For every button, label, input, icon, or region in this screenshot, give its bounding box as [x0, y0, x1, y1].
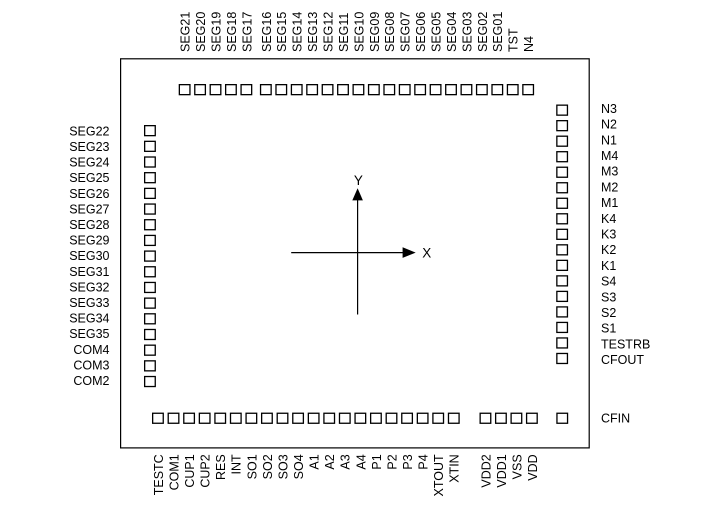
svg-text:SEG22: SEG22: [69, 124, 109, 138]
svg-text:SEG27: SEG27: [69, 202, 109, 216]
svg-text:SEG01: SEG01: [491, 12, 505, 52]
svg-text:P2: P2: [385, 454, 399, 469]
svg-text:S2: S2: [601, 306, 616, 320]
svg-text:XTOUT: XTOUT: [432, 454, 446, 496]
svg-text:A1: A1: [308, 454, 322, 469]
svg-text:SEG29: SEG29: [69, 234, 109, 248]
svg-text:RES: RES: [214, 454, 228, 480]
svg-text:SEG12: SEG12: [321, 12, 335, 52]
svg-text:M2: M2: [601, 180, 618, 194]
svg-text:X: X: [422, 246, 431, 261]
svg-text:K2: K2: [601, 243, 616, 257]
svg-text:SEG21: SEG21: [179, 12, 193, 52]
svg-text:TESTC: TESTC: [152, 454, 166, 495]
svg-text:SEG10: SEG10: [352, 12, 366, 52]
svg-text:SEG14: SEG14: [291, 12, 305, 52]
svg-text:SEG09: SEG09: [368, 12, 382, 52]
svg-text:INT: INT: [230, 454, 244, 475]
svg-text:S3: S3: [601, 290, 616, 304]
svg-text:SO4: SO4: [292, 454, 306, 479]
svg-text:VDD1: VDD1: [495, 454, 509, 487]
svg-text:A4: A4: [354, 454, 368, 469]
svg-text:SO2: SO2: [261, 454, 275, 479]
svg-text:SEG13: SEG13: [306, 12, 320, 52]
svg-text:SEG02: SEG02: [476, 12, 490, 52]
svg-text:SEG15: SEG15: [275, 12, 289, 52]
svg-text:SEG25: SEG25: [69, 171, 109, 185]
svg-text:Y: Y: [354, 173, 363, 188]
svg-text:SEG03: SEG03: [460, 12, 474, 52]
svg-text:SO3: SO3: [276, 454, 290, 479]
svg-text:SEG18: SEG18: [225, 12, 239, 52]
svg-text:N3: N3: [601, 102, 617, 116]
svg-text:P1: P1: [370, 454, 384, 469]
svg-text:SEG17: SEG17: [240, 12, 254, 52]
svg-text:SEG28: SEG28: [69, 218, 109, 232]
svg-text:SEG24: SEG24: [69, 156, 109, 170]
svg-text:S4: S4: [601, 275, 616, 289]
svg-text:COM4: COM4: [73, 343, 109, 357]
svg-text:SEG05: SEG05: [429, 12, 443, 52]
svg-text:SEG06: SEG06: [414, 12, 428, 52]
svg-text:TESTRB: TESTRB: [601, 337, 650, 351]
svg-text:COM1: COM1: [167, 454, 181, 490]
svg-text:SEG16: SEG16: [260, 12, 274, 52]
svg-text:K1: K1: [601, 259, 616, 273]
svg-text:VDD2: VDD2: [479, 454, 493, 487]
svg-text:SEG11: SEG11: [337, 13, 351, 52]
svg-text:M4: M4: [601, 149, 618, 163]
svg-text:SEG07: SEG07: [399, 12, 413, 52]
svg-text:K3: K3: [601, 228, 616, 242]
svg-text:P3: P3: [401, 454, 415, 469]
svg-text:SEG32: SEG32: [69, 280, 109, 294]
svg-text:M3: M3: [601, 165, 618, 179]
svg-text:CUP2: CUP2: [199, 454, 213, 487]
svg-text:SEG19: SEG19: [209, 12, 223, 52]
svg-text:SEG34: SEG34: [69, 312, 109, 326]
svg-text:COM3: COM3: [73, 358, 109, 372]
svg-text:S1: S1: [601, 322, 616, 336]
svg-text:CUP1: CUP1: [183, 454, 197, 487]
svg-text:XTIN: XTIN: [448, 454, 462, 482]
svg-text:SEG08: SEG08: [383, 12, 397, 52]
svg-text:K4: K4: [601, 212, 616, 226]
svg-text:CFOUT: CFOUT: [601, 353, 644, 367]
svg-text:N2: N2: [601, 118, 617, 132]
svg-text:VDD: VDD: [526, 454, 540, 480]
svg-text:M1: M1: [601, 196, 618, 210]
svg-text:SEG23: SEG23: [69, 140, 109, 154]
svg-text:SEG04: SEG04: [445, 12, 459, 52]
svg-text:SEG26: SEG26: [69, 187, 109, 201]
svg-text:SEG30: SEG30: [69, 249, 109, 263]
svg-text:SEG20: SEG20: [194, 12, 208, 52]
svg-text:A3: A3: [339, 454, 353, 469]
svg-text:CFIN: CFIN: [601, 412, 630, 426]
svg-text:SO1: SO1: [245, 454, 259, 479]
svg-text:N1: N1: [601, 133, 617, 147]
svg-text:COM2: COM2: [73, 374, 109, 388]
svg-text:A2: A2: [323, 454, 337, 469]
svg-text:SEG35: SEG35: [69, 327, 109, 341]
svg-text:P4: P4: [417, 454, 431, 469]
svg-text:TST: TST: [507, 28, 521, 52]
svg-text:SEG31: SEG31: [69, 265, 109, 279]
svg-text:N4: N4: [522, 36, 536, 52]
svg-text:VSS: VSS: [510, 454, 524, 479]
svg-text:SEG33: SEG33: [69, 296, 109, 310]
